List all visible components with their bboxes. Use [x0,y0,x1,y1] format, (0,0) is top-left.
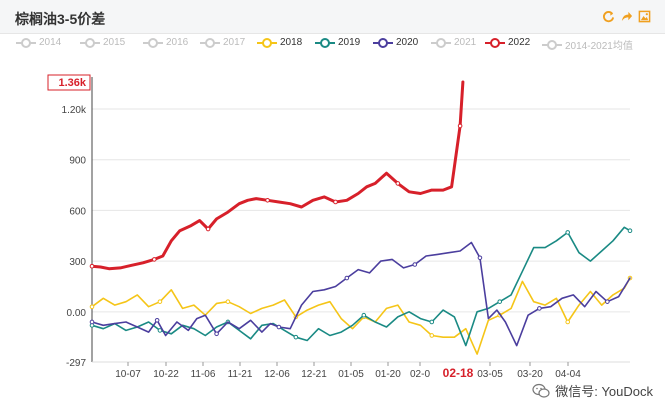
legend-item-2020[interactable]: 2020 [373,37,418,48]
legend-label: 2022 [508,37,531,48]
data-point-2020 [537,306,542,311]
chart-legend: 2014 2015 2016 2017 2018 2019 2020 2021 2022 2014… [0,35,665,52]
y-tick-label: 300 [69,257,86,268]
legend-item-2018[interactable]: 2018 [257,37,302,48]
data-point-2020 [214,331,219,337]
y-tick-label: 1.36k [58,77,86,89]
pointer-box [47,74,91,91]
x-tick-label: 03-05 [477,369,503,380]
data-point-2019 [361,312,367,318]
y-pointer-label: 1.36k [47,74,91,91]
legend-marker [80,37,100,48]
legend-marker [542,39,562,50]
data-point-2018 [225,299,231,304]
legend-marker [485,37,505,48]
legend-marker [431,37,451,48]
legend-item-2017[interactable]: 2017 [200,37,245,48]
share-icon[interactable] [620,10,633,23]
x-tick-label: 10-22 [153,369,179,380]
x-tick-label: 11-21 [228,369,253,380]
data-point-2018 [429,333,435,338]
data-point-2019 [429,319,435,325]
data-point-2020 [412,262,418,267]
data-point-2019 [497,299,503,304]
y-tick-label: -297 [66,358,86,369]
legend-label: 2015 [103,37,126,48]
line-chart: -297 0.00 300 600 900 1.20k 1.36k 10-07 10-22 11-… [47,74,633,381]
data-point-2020 [154,317,160,323]
data-point-2022 [333,199,338,205]
data-point-2022 [265,197,270,203]
data-point-2022 [457,123,463,129]
pointer-box [436,366,478,381]
y-tick-label: 600 [69,206,86,217]
x-tick-label: 01-05 [338,369,364,380]
x-tick-label: 02-0 [410,369,430,380]
chart-title: 棕榈油3-5价差 [15,11,106,27]
series-line-2020 [91,241,631,347]
data-point-2019 [293,334,299,340]
y-tick-label: 900 [69,156,86,167]
legend-marker [143,37,163,48]
save-image-icon[interactable] [638,10,651,23]
data-point-2020 [89,319,95,325]
data-point-2019 [565,230,571,235]
data-point-2020 [477,255,483,261]
chart-toolbar [602,10,651,23]
legend-marker [257,37,277,48]
legend-item-2021[interactable]: 2021 [431,37,476,48]
legend-item-2014[interactable]: 2014 [16,37,61,48]
data-point-2022 [151,257,157,262]
y-tick-label: 1.20k [62,105,87,116]
x-tick-label: 10-07 [115,369,141,380]
legend-item-2022[interactable]: 2022 [485,37,530,48]
legend-item-2019[interactable]: 2019 [315,37,360,48]
data-point-2018 [157,299,163,304]
data-point-2022 [205,226,211,232]
x-tick-label: 12-06 [264,369,290,380]
legend-label: 2014-2021均值 [565,41,633,52]
data-point-2019 [157,328,163,333]
series-line-2022 [90,80,465,271]
chart-header: 棕榈油3-5价差 [0,0,665,34]
data-point-2018 [89,304,95,310]
legend-marker [200,37,220,48]
y-tick-label: 0.00 [67,308,87,319]
data-point-2019 [627,228,633,234]
legend-item-2014-2021均值[interactable]: 2014-2021均值 [542,37,633,52]
legend-label: 2019 [338,37,361,48]
data-point-2022 [89,263,95,269]
data-point-2020 [344,275,350,281]
legend-label: 2021 [454,37,477,48]
x-pointer-label: 02-18 [436,366,478,381]
watermark: 微信号: YouDock [532,381,653,400]
data-point-2020 [605,299,610,304]
x-tick-label: 03-20 [517,369,543,380]
wechat-icon [532,383,550,398]
legend-label: 2014 [39,37,62,48]
data-point-2018 [565,319,571,325]
watermark-text: 微信号: YouDock [555,384,653,399]
legend-marker [16,37,36,48]
x-tick-label: 04-04 [555,369,581,380]
legend-label: 2016 [166,37,189,48]
legend-label: 2018 [280,37,303,48]
x-tick-label: 12-21 [301,369,327,380]
legend-marker [315,37,335,48]
x-tick-label: 02-18 [443,366,474,380]
x-tick-label: 11-06 [191,369,216,380]
data-point-2022 [395,181,401,186]
legend-item-2015[interactable]: 2015 [80,37,125,48]
legend-marker [373,37,393,48]
series-line-2018 [91,277,631,355]
refresh-icon[interactable] [602,10,615,23]
data-point-2020 [276,324,282,330]
legend-item-2016[interactable]: 2016 [143,37,188,48]
legend-label: 2017 [223,37,246,48]
x-tick-label: 01-20 [375,369,401,380]
legend-label: 2020 [396,37,419,48]
